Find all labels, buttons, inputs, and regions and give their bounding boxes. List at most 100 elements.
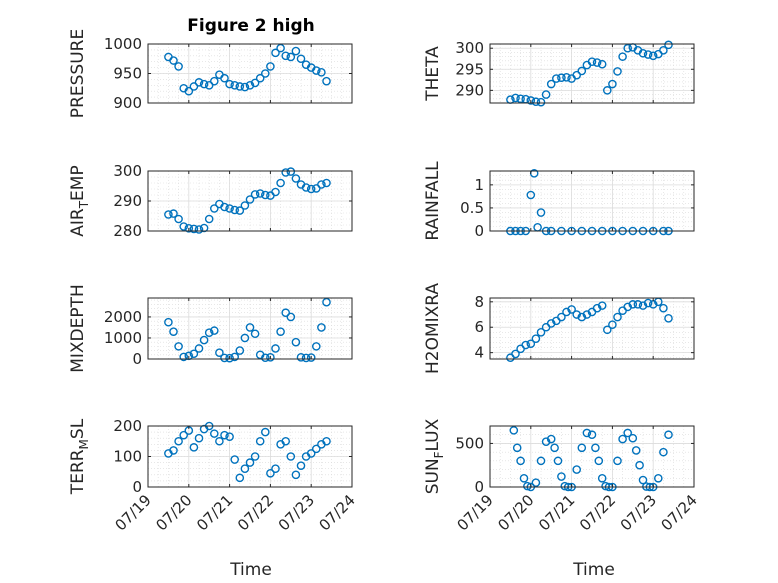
data-point <box>541 437 551 446</box>
y-axis-label: THETA <box>423 46 443 102</box>
data-point <box>266 62 275 71</box>
y-tick-label: 280 <box>113 222 142 240</box>
data-point <box>531 334 541 343</box>
data-point <box>546 319 556 328</box>
data-point <box>281 308 291 318</box>
data-point <box>562 307 571 317</box>
data-point <box>306 353 316 362</box>
data-point <box>635 460 644 470</box>
data-point <box>235 346 245 355</box>
data-point <box>296 461 306 470</box>
data-point <box>194 433 204 443</box>
data-point <box>194 344 204 353</box>
data-point <box>654 473 663 483</box>
data-point <box>311 66 321 75</box>
data-point <box>322 178 331 188</box>
data-point <box>512 443 522 453</box>
data-point <box>531 97 541 107</box>
y-axis-label: PRESSURE <box>68 29 88 118</box>
data-point <box>250 78 260 88</box>
y-tick-label: 300 <box>455 39 484 57</box>
data-point <box>174 62 183 71</box>
data-point <box>306 184 316 194</box>
data-point <box>215 436 224 446</box>
data-point <box>572 465 582 474</box>
data-point <box>204 214 214 224</box>
data-point <box>220 73 229 83</box>
data-point <box>526 96 536 105</box>
data-point <box>322 297 331 307</box>
data-point <box>638 301 648 310</box>
data-point <box>281 168 291 177</box>
panel-h2omixra: 4 6 8 H2OMIXRA <box>423 283 695 374</box>
data-point <box>245 323 255 332</box>
data-point <box>199 335 209 345</box>
data-point <box>189 349 199 359</box>
data-point <box>597 59 607 69</box>
y-tick-label: 0 <box>132 350 142 368</box>
data-point <box>557 312 566 322</box>
y-tick-label: 200 <box>113 417 142 435</box>
data-point <box>260 353 270 363</box>
y-axis-label: SUNFLUX <box>423 418 446 494</box>
data-point <box>311 342 321 351</box>
data-point <box>164 317 173 327</box>
panel-theta: 290 295 300 THETA <box>423 39 695 107</box>
data-point <box>557 472 566 481</box>
data-point <box>194 225 204 234</box>
data-point <box>531 478 541 487</box>
data-point <box>286 167 296 176</box>
data-point <box>623 428 633 438</box>
data-point <box>516 456 525 466</box>
data-point <box>541 90 551 99</box>
data-point <box>276 178 285 188</box>
x-tick-label: 07/23 <box>275 491 318 534</box>
data-point <box>240 464 250 474</box>
data-point <box>608 79 617 89</box>
x-tick-label: 07/19 <box>112 491 155 534</box>
data-point <box>179 430 188 440</box>
panel-sun-flux: 0 500 SUNFLUX 07/1907/2007/2107/2207/2307/2… <box>423 418 701 534</box>
y-axis-label: RAINFALL <box>423 161 443 241</box>
data-point <box>189 443 199 452</box>
data-point <box>536 456 546 466</box>
data-point <box>628 300 638 309</box>
data-point <box>169 56 178 65</box>
data-point <box>582 310 592 319</box>
data-point <box>189 82 199 91</box>
y-tick-label: 8 <box>474 293 484 311</box>
data-point <box>220 353 229 363</box>
data-point <box>230 205 239 215</box>
panel-air-temp: 280 290 300 AIRTEMP <box>68 162 353 240</box>
data-point <box>592 303 602 313</box>
data-point <box>664 430 673 440</box>
data-point <box>230 81 239 90</box>
axes-box <box>489 425 695 488</box>
data-point <box>179 222 188 231</box>
y-tick-label: 2000 <box>104 308 142 326</box>
data-point <box>296 353 306 362</box>
data-point <box>240 82 250 92</box>
data-point <box>225 204 234 213</box>
data-point <box>235 206 245 215</box>
x-tick-label: 07/20 <box>494 491 537 534</box>
y-tick-label: 100 <box>113 448 142 466</box>
data-point <box>271 464 280 474</box>
axes-box <box>147 297 353 360</box>
data-point <box>169 327 178 336</box>
data-point <box>613 67 622 76</box>
data-point <box>301 183 311 192</box>
y-axis-label: TERRMSL <box>68 418 91 495</box>
data-point <box>633 300 643 309</box>
data-point <box>613 456 622 466</box>
data-point <box>597 301 607 310</box>
data-point <box>659 46 668 55</box>
data-point <box>296 54 306 64</box>
data-point <box>322 76 331 86</box>
data-point <box>235 473 245 483</box>
data-point <box>628 433 638 443</box>
data-point <box>592 58 602 67</box>
y-axis-label: MIXDEPTH <box>68 284 88 373</box>
y-tick-label: 6 <box>474 318 484 336</box>
x-axis-label-right: Time <box>572 560 615 580</box>
